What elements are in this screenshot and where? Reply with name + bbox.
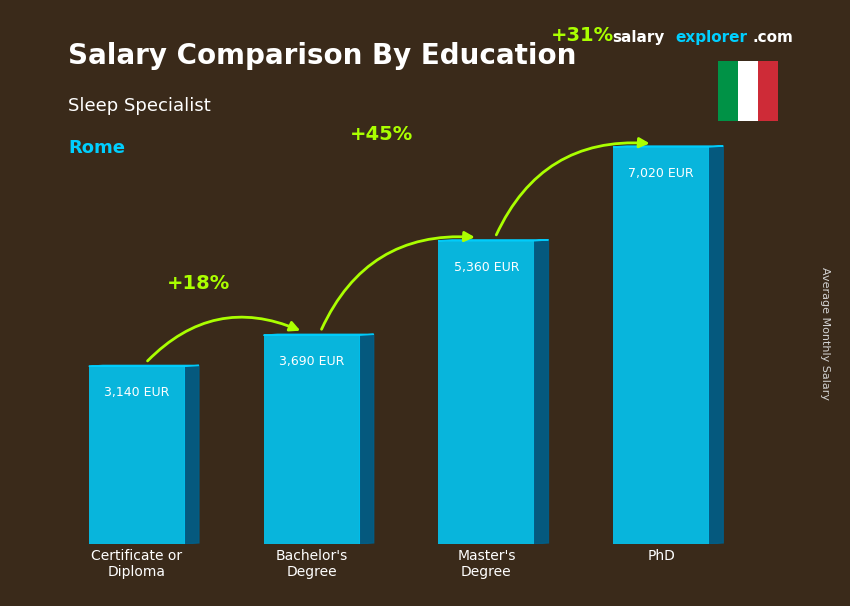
Polygon shape bbox=[709, 146, 723, 544]
Text: +18%: +18% bbox=[167, 273, 230, 293]
Text: +31%: +31% bbox=[551, 26, 614, 45]
Polygon shape bbox=[88, 365, 199, 366]
Text: Sleep Specialist: Sleep Specialist bbox=[68, 97, 211, 115]
Bar bbox=[613, 147, 709, 544]
Text: +45%: +45% bbox=[350, 125, 413, 144]
Text: 3,690 EUR: 3,690 EUR bbox=[279, 355, 344, 368]
Text: 3,140 EUR: 3,140 EUR bbox=[105, 386, 169, 399]
Text: Salary Comparison By Education: Salary Comparison By Education bbox=[68, 42, 576, 70]
Bar bbox=[88, 366, 185, 544]
Polygon shape bbox=[360, 335, 374, 544]
Polygon shape bbox=[439, 240, 548, 241]
Text: explorer: explorer bbox=[676, 30, 748, 45]
Bar bbox=[439, 241, 535, 544]
Text: Rome: Rome bbox=[68, 139, 125, 158]
Bar bbox=[738, 61, 758, 121]
Polygon shape bbox=[185, 365, 199, 544]
Bar bbox=[718, 61, 738, 121]
Text: .com: .com bbox=[752, 30, 793, 45]
Text: Average Monthly Salary: Average Monthly Salary bbox=[819, 267, 830, 400]
Polygon shape bbox=[613, 146, 723, 147]
Bar bbox=[264, 335, 360, 544]
Text: 5,360 EUR: 5,360 EUR bbox=[454, 261, 519, 273]
Polygon shape bbox=[535, 240, 548, 544]
Text: salary: salary bbox=[612, 30, 665, 45]
Text: 7,020 EUR: 7,020 EUR bbox=[628, 167, 694, 180]
Bar bbox=[758, 61, 778, 121]
